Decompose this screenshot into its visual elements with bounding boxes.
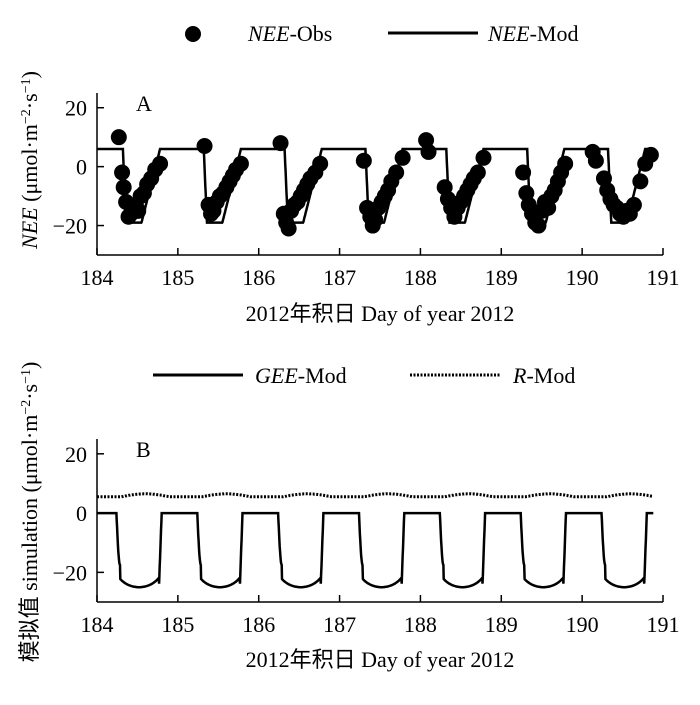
panel-a-axes: [96, 93, 663, 256]
panel-a: 184 185 186 187 188 189 190 191 −20 0 20 A 2012年积日…: [17, 71, 680, 326]
legend-a-obs-marker: [185, 26, 201, 42]
panel-a-obs-point: [642, 146, 659, 163]
panel-b: 184 185 186 187 188 189 190 191 −20 0 20 B 2012年积日…: [17, 362, 680, 672]
panel-b-ticks: 184 185 186 187 188 189 190 191 −20 0 20: [53, 442, 680, 637]
panel-b-xlabel: 2012年积日 Day of year 2012: [246, 647, 515, 672]
panel-b-label: B: [136, 437, 151, 462]
panel-a-ytick-label: 0: [76, 155, 87, 180]
panel-b-xtick-label: 187: [323, 612, 356, 637]
panel-a-xtick-label: 184: [81, 265, 114, 290]
panel-b-xtick-label: 189: [485, 612, 518, 637]
legend-b-r-label: R-Mod: [512, 363, 575, 388]
panel-a-xtick-label: 191: [647, 265, 680, 290]
panel-a-obs-point: [280, 220, 297, 237]
panel-a-xtick-label: 187: [323, 265, 356, 290]
panel-a-label: A: [136, 91, 152, 116]
panel-a-ylabel: NEE (μmol·m−2·s−1): [17, 71, 42, 250]
panel-b-xtick-label: 184: [81, 612, 114, 637]
legend-a-obs-label: NEE-Obs: [247, 21, 332, 46]
panel-a-obs-point: [355, 152, 372, 169]
panel-b-ylabel: 模拟值 simulation (μmol·m−2·s−1): [17, 362, 42, 663]
legend-b: GEE-Mod R-Mod: [153, 363, 575, 388]
panel-a-nee-mod-line: [97, 147, 655, 224]
panel-a-obs-point: [420, 143, 437, 160]
legend-a: NEE-Obs NEE-Mod: [185, 21, 578, 46]
panel-a-ticks: 184 185 186 187 188 189 190 191 −20 0 20: [53, 96, 680, 290]
panel-b-axes: [96, 439, 663, 603]
panel-a-xtick-label: 188: [404, 265, 437, 290]
panel-b-xtick-label: 188: [404, 612, 437, 637]
panel-b-ytick-label: 0: [76, 501, 87, 526]
panel-b-gee-mod-line: [97, 511, 654, 589]
panel-a-obs-point: [114, 164, 131, 181]
panel-b-r-mod-line: [97, 492, 654, 499]
legend-b-gee-label: GEE-Mod: [255, 363, 347, 388]
panel-a-xtick-label: 190: [566, 265, 599, 290]
panel-a-xtick-label: 186: [242, 265, 275, 290]
panel-b-xtick-label: 186: [242, 612, 275, 637]
panel-a-series: [97, 129, 659, 237]
panel-a-obs-point: [272, 135, 289, 152]
panel-a-obs-point: [110, 129, 127, 146]
panel-a-ytick-label: 20: [65, 96, 87, 121]
panel-a-obs-point: [625, 196, 642, 213]
panel-b-xtick-label: 191: [647, 612, 680, 637]
panel-a-obs-point: [530, 217, 547, 234]
panel-b-series: [97, 492, 654, 589]
panel-b-xtick-label: 190: [566, 612, 599, 637]
panel-a-xtick-label: 185: [161, 265, 194, 290]
panel-a-xlabel: 2012年积日 Day of year 2012: [246, 301, 515, 326]
panel-b-xtick-label: 185: [161, 612, 194, 637]
legend-a-mod-label: NEE-Mod: [487, 21, 578, 46]
panel-a-obs-point: [587, 152, 604, 169]
panel-a-xtick-label: 189: [485, 265, 518, 290]
panel-b-ytick-label: −20: [53, 560, 87, 585]
panel-a-ytick-label: −20: [53, 214, 87, 239]
panel-b-ytick-label: 20: [65, 442, 87, 467]
